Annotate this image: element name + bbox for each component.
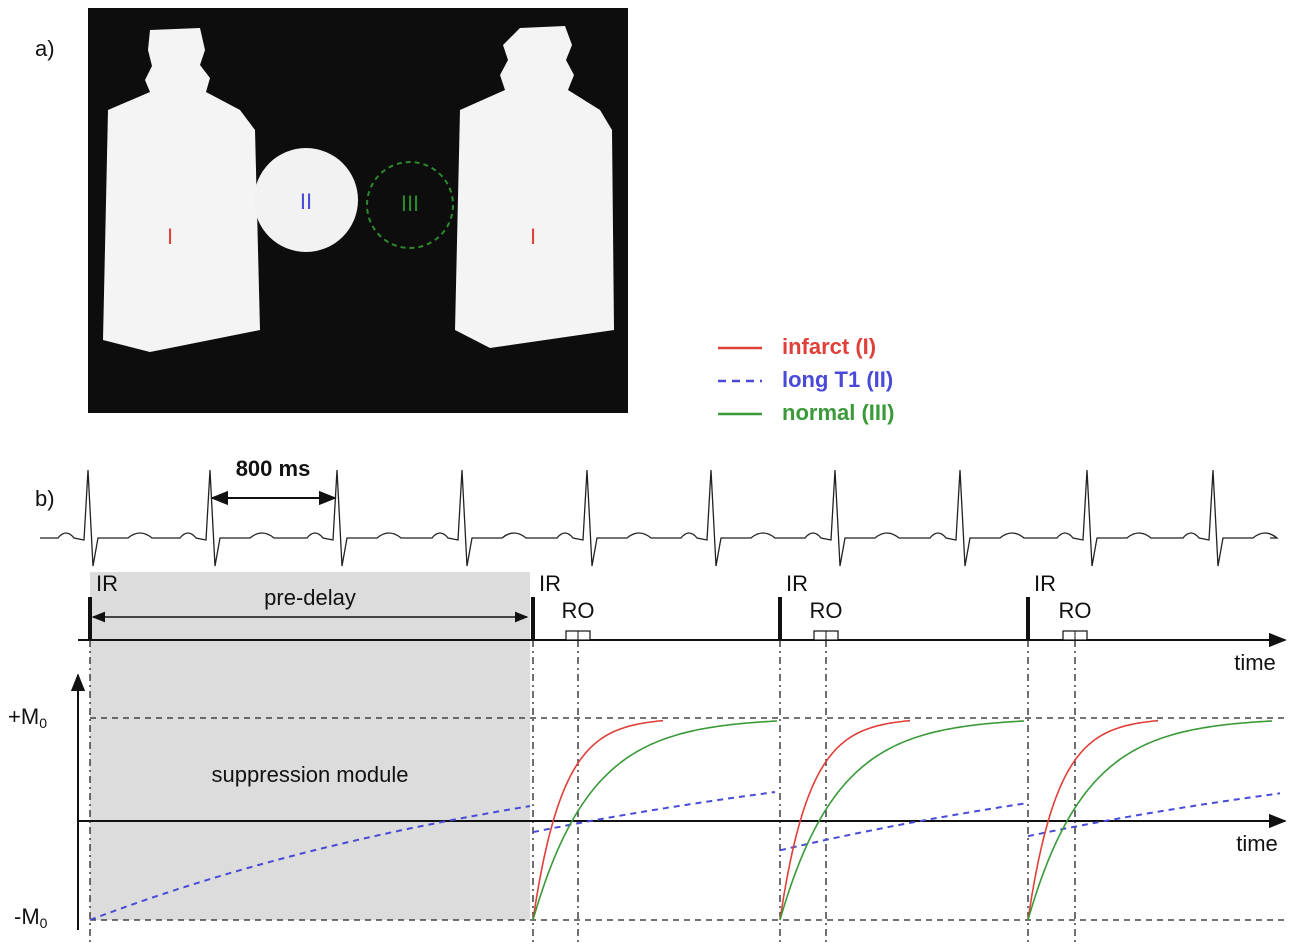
region-label: III	[401, 191, 419, 216]
interval-label: 800 ms	[236, 456, 311, 481]
time-label: time	[1236, 831, 1278, 856]
m0-text: +M	[8, 704, 39, 729]
m0-text: -M	[14, 904, 40, 929]
minus-m0-label: -M0	[14, 904, 48, 931]
time-label: time	[1234, 650, 1276, 675]
module-label: suppression module	[212, 762, 409, 787]
ir-label: IR	[786, 571, 808, 596]
panel-label: b)	[35, 486, 55, 511]
ro-label: RO	[1059, 598, 1092, 623]
legend-label: normal (III)	[782, 400, 894, 425]
legend-label: long T1 (II)	[782, 367, 893, 392]
m0-subscript: 0	[40, 915, 48, 931]
m0-subscript: 0	[39, 715, 47, 731]
ro-label: RO	[562, 598, 595, 623]
ir-pulse	[1026, 597, 1030, 640]
region-label: II	[300, 189, 312, 214]
region-label: I	[530, 224, 536, 249]
plus-m0-label: +M0	[8, 704, 47, 731]
ir-label: IR	[96, 571, 118, 596]
pre-delay-label: pre-delay	[264, 585, 356, 610]
region-label: I	[167, 224, 173, 249]
legend-label: infarct (I)	[782, 334, 876, 359]
ir-pulse	[531, 597, 535, 640]
ir-pulse	[88, 597, 92, 640]
ro-label: RO	[810, 598, 843, 623]
suppression-region	[90, 572, 530, 920]
ir-pulse	[778, 597, 782, 640]
ir-label: IR	[1034, 571, 1056, 596]
ir-label: IR	[539, 571, 561, 596]
panel-label: a)	[35, 36, 55, 61]
figure: a) I II III I b) 800 ms pre-delay time t…	[0, 0, 1312, 945]
long-t1-curve	[1028, 793, 1280, 836]
ecg-trace	[40, 470, 1277, 566]
